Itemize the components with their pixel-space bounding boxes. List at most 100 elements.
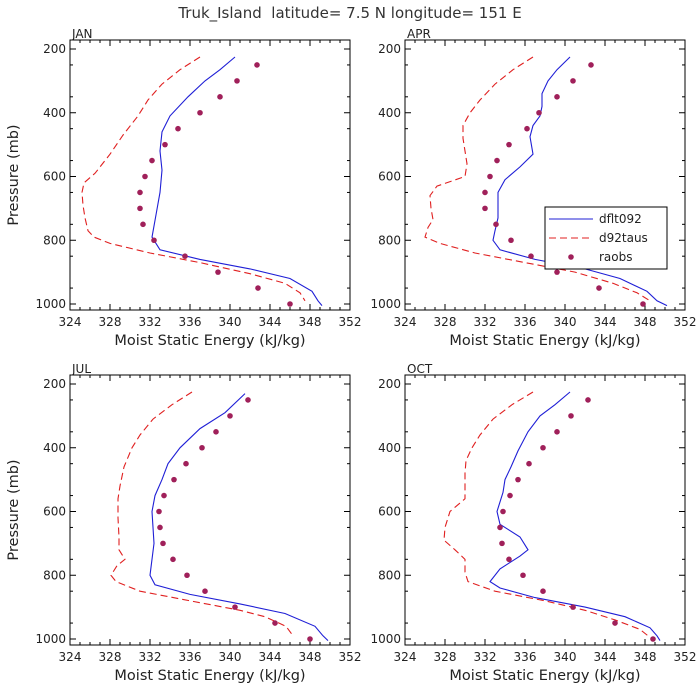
- x-tick-label: 352: [674, 650, 697, 664]
- raobs-marker: [526, 460, 532, 467]
- raobs-marker: [506, 141, 512, 148]
- y-tick-label: 200: [43, 377, 66, 391]
- y-axis-label: Pressure (mb): [6, 459, 22, 560]
- figure-title: Truk_Island latitude= 7.5 N longitude= 1…: [178, 4, 522, 22]
- raobs-marker: [524, 125, 530, 132]
- x-tick-label: 344: [594, 315, 617, 329]
- raobs-marker: [202, 588, 208, 594]
- x-tick-label: 344: [259, 650, 282, 664]
- raobs-marker: [499, 540, 505, 547]
- raobs-marker: [234, 78, 240, 84]
- x-tick-label: 336: [514, 315, 537, 329]
- x-tick-label: 348: [299, 315, 322, 329]
- plot-frame: [69, 39, 351, 311]
- y-tick-label: 400: [378, 106, 401, 120]
- raobs-marker: [568, 413, 574, 419]
- raobs-marker: [156, 508, 162, 515]
- y-tick-label: 600: [378, 505, 401, 519]
- raobs-marker: [287, 301, 293, 307]
- raobs-marker: [487, 173, 493, 180]
- raobs-marker: [161, 492, 167, 499]
- x-tick-label: 324: [394, 650, 417, 664]
- x-axis-label: Moist Static Energy (kJ/kg): [114, 668, 305, 684]
- x-tick-label: 340: [219, 650, 242, 664]
- raobs-marker: [596, 285, 602, 291]
- y-axis-label: Pressure (mb): [6, 124, 22, 225]
- panel-jan: 324 328 332 336 340 344 348 352 200 400 600 800 1000…: [6, 27, 361, 349]
- raobs-marker: [137, 205, 143, 212]
- raobs-marker: [171, 476, 177, 483]
- x-tick-label: 348: [299, 650, 322, 664]
- x-tick-label: 340: [554, 650, 577, 664]
- raobs-marker: [157, 524, 163, 531]
- x-axis-label: Moist Static Energy (kJ/kg): [449, 668, 640, 684]
- raobs-marker: [307, 636, 313, 642]
- raobs-marker: [227, 413, 233, 419]
- raobs-marker: [554, 269, 560, 275]
- y-tick-label: 400: [43, 441, 66, 455]
- raobs-marker: [175, 125, 181, 132]
- y-tick-label: 600: [43, 170, 66, 184]
- raobs-marker: [494, 157, 500, 164]
- raobs-marker: [540, 444, 546, 451]
- raobs-marker: [507, 492, 513, 499]
- x-tick-label: 348: [634, 315, 657, 329]
- x-tick-label: 332: [474, 315, 497, 329]
- raobs-marker: [536, 109, 542, 116]
- dflt092-line: [492, 56, 668, 307]
- x-tick-label: 328: [434, 315, 457, 329]
- raobs-marker: [482, 189, 488, 196]
- panel-label: JAN: [71, 27, 93, 41]
- raobs-marker: [197, 109, 203, 116]
- raobs-marker: [554, 429, 560, 435]
- y-tick-label: 800: [378, 568, 401, 582]
- raobs-marker: [515, 476, 521, 483]
- raobs-marker: [585, 397, 591, 403]
- raobs-marker: [272, 620, 278, 626]
- raobs-marker: [183, 460, 189, 467]
- y-tick-label: 1000: [370, 297, 401, 311]
- legend-label-raobs: raobs: [599, 250, 633, 264]
- raobs-marker: [540, 588, 546, 594]
- y-tick-label: 800: [43, 568, 66, 582]
- x-tick-label: 324: [59, 315, 82, 329]
- raobs-marker: [215, 269, 221, 275]
- legend-label-dflt092: dflt092: [599, 212, 642, 226]
- dflt092-line: [151, 56, 323, 306]
- x-tick-label: 328: [99, 650, 122, 664]
- raobs-marker: [570, 78, 576, 84]
- y-tick-label: 200: [378, 42, 401, 56]
- d92taus-line: [110, 391, 294, 637]
- raobs-marker: [506, 556, 512, 563]
- panel-label: JUL: [71, 362, 91, 376]
- panel-apr: 324 328 332 336 340 344 348 352 200 400 600 800 1000…: [370, 27, 696, 349]
- raobs-marker: [142, 173, 148, 180]
- x-tick-label: 328: [99, 315, 122, 329]
- dflt092-line: [489, 391, 661, 641]
- x-tick-label: 352: [339, 315, 362, 329]
- raobs-marker: [245, 397, 251, 403]
- x-tick-label: 340: [554, 315, 577, 329]
- legend-swatch-raobs: [568, 254, 574, 260]
- panel-jul: 324 328 332 336 340 344 348 352 200 400 600 800 1000…: [6, 362, 361, 684]
- raobs-marker: [217, 94, 223, 100]
- raobs-marker: [254, 62, 260, 68]
- x-tick-label: 344: [259, 315, 282, 329]
- x-tick-label: 324: [59, 650, 82, 664]
- y-tick-label: 400: [378, 441, 401, 455]
- raobs-marker: [588, 62, 594, 68]
- x-tick-label: 352: [674, 315, 697, 329]
- raobs-marker: [149, 157, 155, 164]
- y-tick-label: 1000: [35, 632, 66, 646]
- raobs-marker: [508, 237, 514, 244]
- dflt092-line: [149, 393, 329, 641]
- raobs-marker: [160, 540, 166, 547]
- raobs-marker: [497, 524, 503, 531]
- x-axis-label: Moist Static Energy (kJ/kg): [114, 333, 305, 349]
- legend: dflt092 d92taus raobs: [544, 206, 668, 270]
- raobs-marker: [612, 620, 618, 626]
- x-tick-label: 336: [514, 650, 537, 664]
- legend-label-d92taus: d92taus: [599, 231, 648, 245]
- raobs-marker: [232, 604, 238, 610]
